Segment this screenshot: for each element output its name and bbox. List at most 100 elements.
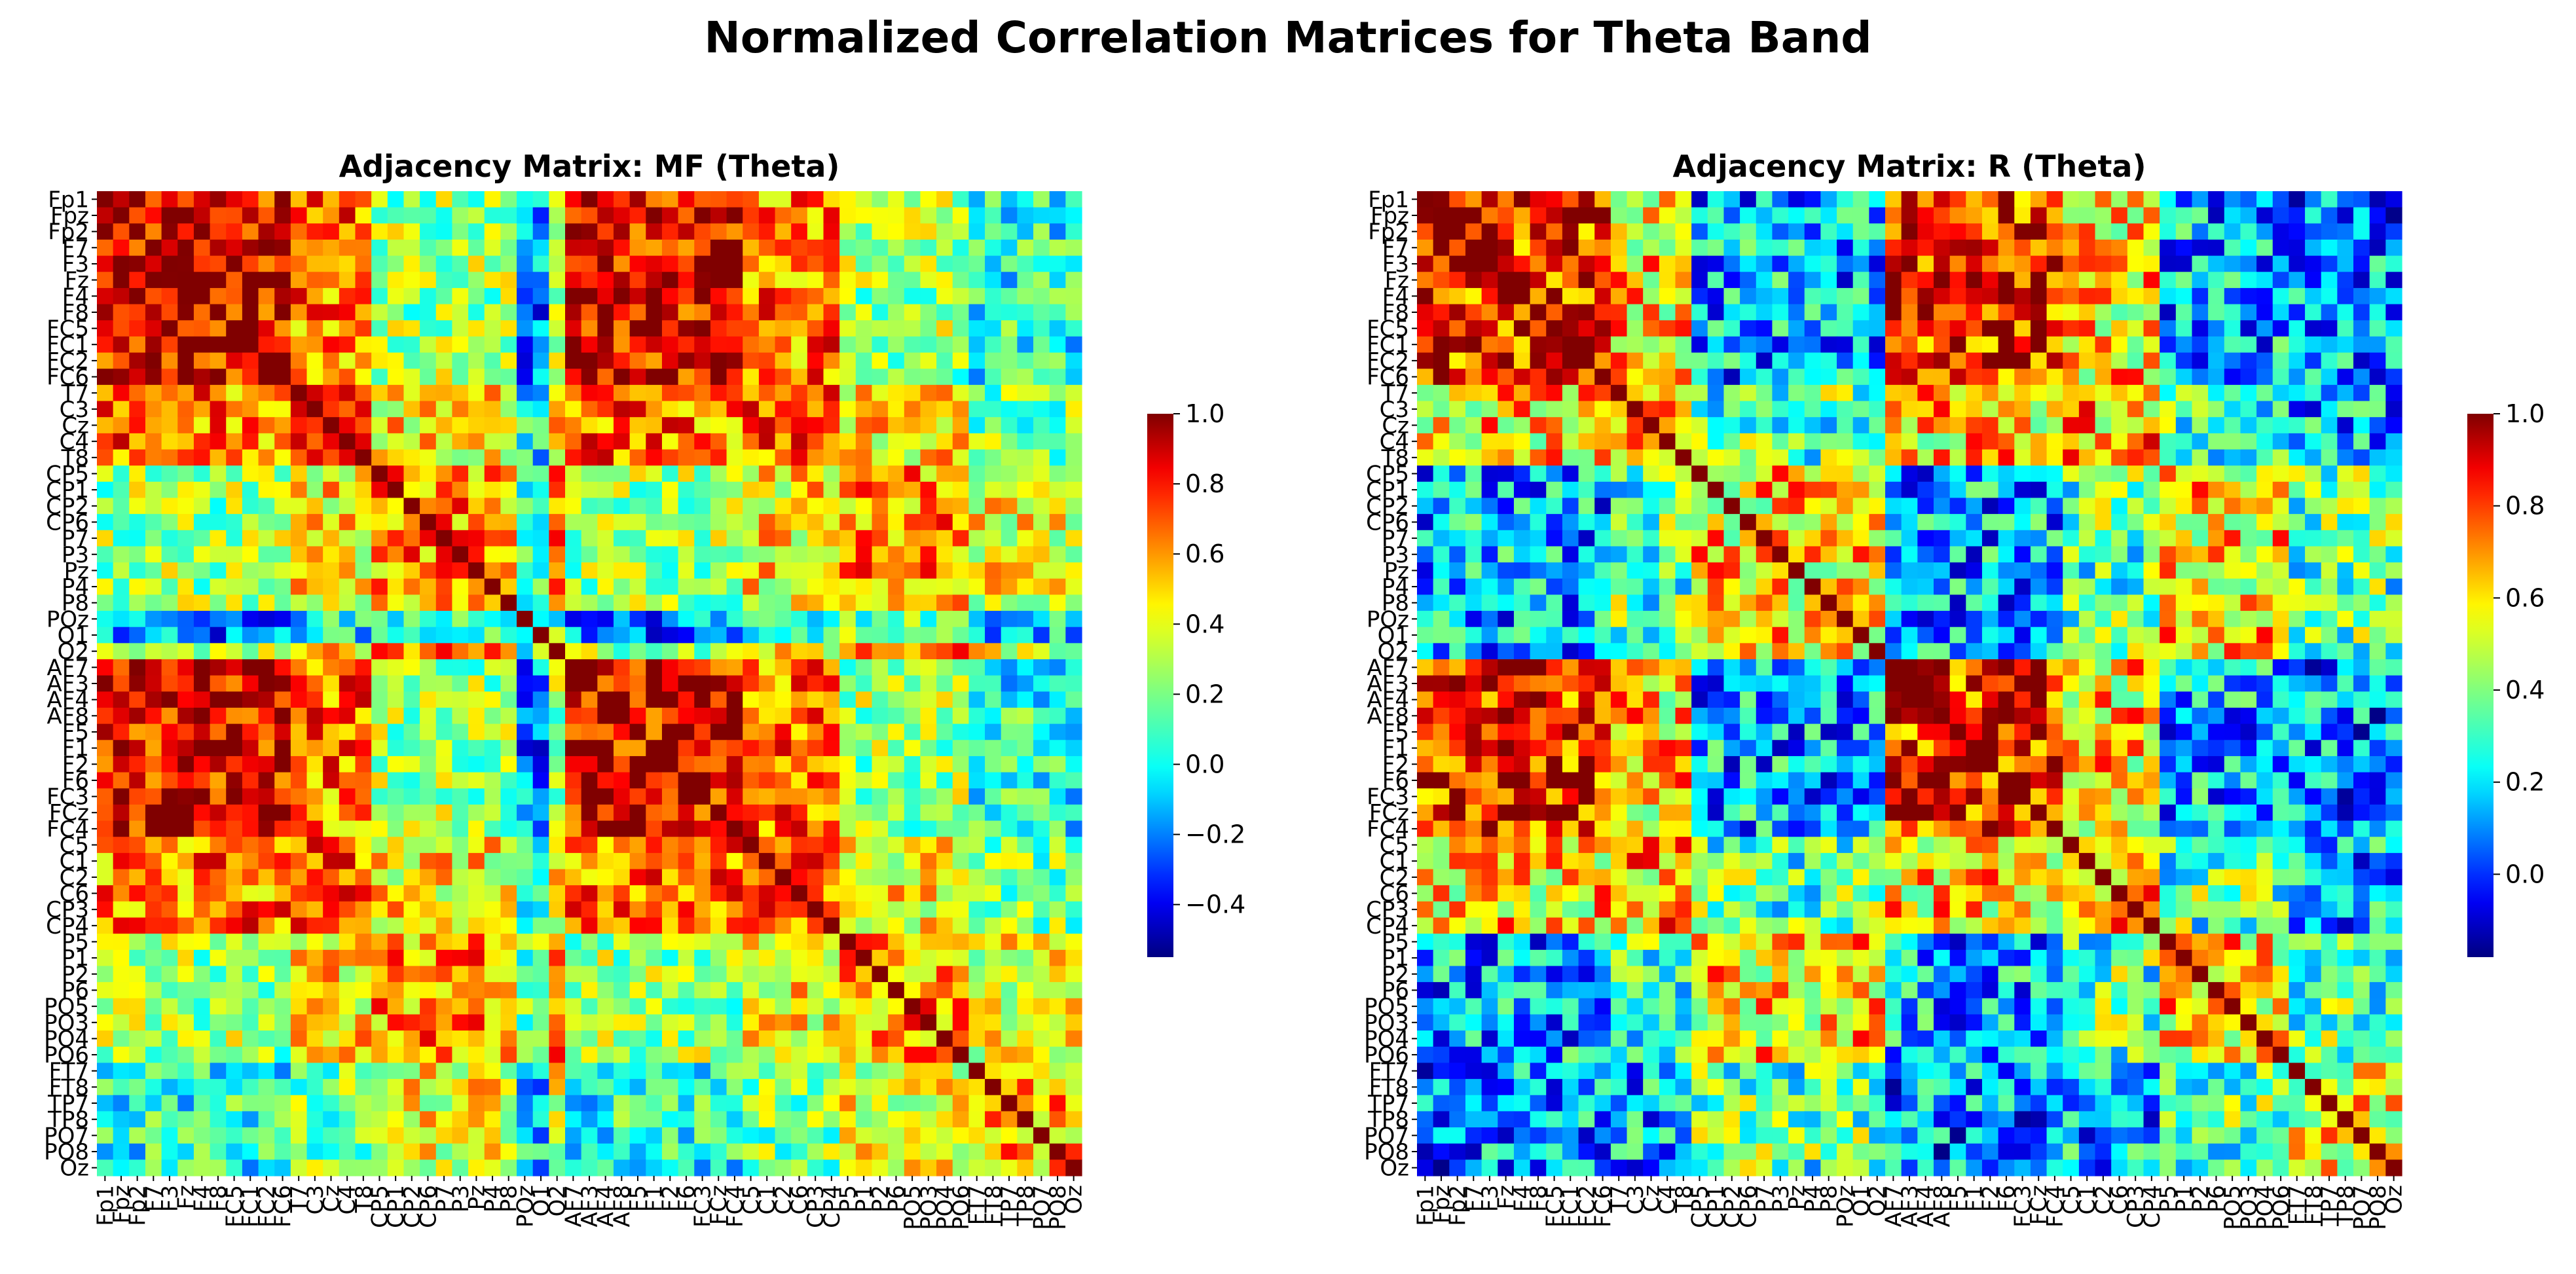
heatmap-cell: [403, 707, 420, 725]
heatmap-cell: [888, 627, 905, 644]
heatmap-cell: [210, 966, 227, 983]
heatmap-cell: [565, 869, 582, 886]
heatmap-cell: [484, 820, 501, 837]
heatmap-cell: [872, 207, 889, 224]
heatmap-cell: [1917, 336, 1934, 354]
heatmap-cell: [1033, 1111, 1050, 1128]
heatmap-cell: [936, 611, 953, 628]
heatmap-cell: [920, 691, 937, 708]
heatmap-cell: [258, 514, 275, 531]
heatmap-cell: [823, 465, 840, 482]
heatmap-cell: [936, 578, 953, 595]
heatmap-cell: [387, 917, 405, 934]
heatmap-cell: [323, 287, 340, 305]
heatmap-cell: [2127, 369, 2144, 386]
heatmap-cell: [791, 820, 808, 837]
heatmap-cell: [258, 498, 275, 515]
heatmap-cell: [1643, 287, 1660, 305]
heatmap-cell: [565, 611, 582, 628]
heatmap-cell: [743, 530, 760, 547]
heatmap-cell: [1530, 272, 1547, 289]
heatmap-cell: [968, 401, 985, 418]
heatmap-cell: [420, 707, 437, 725]
heatmap-cell: [532, 530, 549, 547]
heatmap-cell: [597, 578, 614, 595]
heatmap-cell: [403, 643, 420, 660]
heatmap-cell: [500, 691, 517, 708]
heatmap-cell: [2353, 336, 2370, 354]
heatmap-cell: [500, 401, 517, 418]
heatmap-cell: [597, 1046, 614, 1064]
heatmap-cell: [274, 1046, 291, 1064]
heatmap-cell: [274, 546, 291, 563]
heatmap-cell: [904, 465, 921, 482]
heatmap-cell: [1949, 272, 1966, 289]
heatmap-cell: [1033, 369, 1050, 386]
heatmap-cell: [1901, 191, 1918, 208]
heatmap-cell: [355, 1079, 372, 1096]
heatmap-cell: [1917, 207, 1934, 224]
heatmap-cell: [985, 788, 1002, 805]
heatmap-cell: [855, 578, 873, 595]
heatmap-cell: [936, 982, 953, 999]
heatmap-cell: [306, 191, 323, 208]
heatmap-cell: [936, 320, 953, 337]
heatmap-cell: [581, 530, 598, 547]
heatmap-cell: [952, 1014, 970, 1031]
heatmap-cell: [565, 465, 582, 482]
heatmap-cell: [258, 384, 275, 402]
heatmap-cell: [420, 901, 437, 919]
heatmap-cell: [888, 401, 905, 418]
heatmap-cell: [242, 562, 259, 579]
heatmap-cell: [1981, 304, 1999, 321]
heatmap-cell: [758, 272, 776, 289]
heatmap-cell: [613, 852, 631, 870]
heatmap-cell: [145, 433, 162, 450]
heatmap-cell: [2095, 336, 2112, 354]
heatmap-cell: [242, 1030, 259, 1047]
heatmap-cell: [1065, 336, 1082, 354]
heatmap-cell: [371, 562, 388, 579]
heatmap-cell: [1017, 917, 1034, 934]
heatmap-cell: [161, 465, 178, 482]
heatmap-cell: [306, 740, 323, 757]
heatmap-cell: [1756, 304, 1773, 321]
heatmap-cell: [210, 369, 227, 386]
heatmap-cell: [694, 546, 711, 563]
heatmap-cell: [1498, 255, 1515, 272]
heatmap-cell: [1998, 191, 2015, 208]
heatmap-cell: [888, 675, 905, 692]
heatmap-cell: [129, 239, 146, 257]
heatmap-cell: [872, 788, 889, 805]
heatmap-cell: [210, 820, 227, 837]
heatmap-cell: [468, 239, 485, 257]
y-tick-label: CP6: [46, 509, 89, 536]
heatmap-cell: [274, 820, 291, 837]
heatmap-cell: [387, 465, 405, 482]
heatmap-cell: [242, 1127, 259, 1144]
heatmap-cell: [1049, 1111, 1066, 1128]
heatmap-cell: [823, 901, 840, 919]
heatmap-cell: [775, 433, 792, 450]
heatmap-cell: [807, 1143, 824, 1160]
heatmap-cell: [920, 481, 937, 499]
heatmap-cell: [2127, 336, 2144, 354]
heatmap-cell: [210, 481, 227, 499]
heatmap-cell: [2160, 191, 2177, 208]
heatmap-cell: [629, 272, 646, 289]
heatmap-cell: [985, 820, 1002, 837]
heatmap-cell: [258, 530, 275, 547]
heatmap-cell: [403, 272, 420, 289]
heatmap-cell: [129, 934, 146, 951]
heatmap-cell: [97, 966, 114, 983]
heatmap-cell: [694, 1030, 711, 1047]
heatmap-cell: [936, 1159, 953, 1176]
heatmap-cell: [823, 498, 840, 515]
heatmap-cell: [1033, 837, 1050, 854]
heatmap-cell: [193, 207, 211, 224]
heatmap-cell: [726, 594, 743, 611]
heatmap-cell: [1049, 643, 1066, 660]
heatmap-cell: [403, 788, 420, 805]
heatmap-cell: [758, 449, 776, 466]
heatmap-cell: [2272, 287, 2290, 305]
